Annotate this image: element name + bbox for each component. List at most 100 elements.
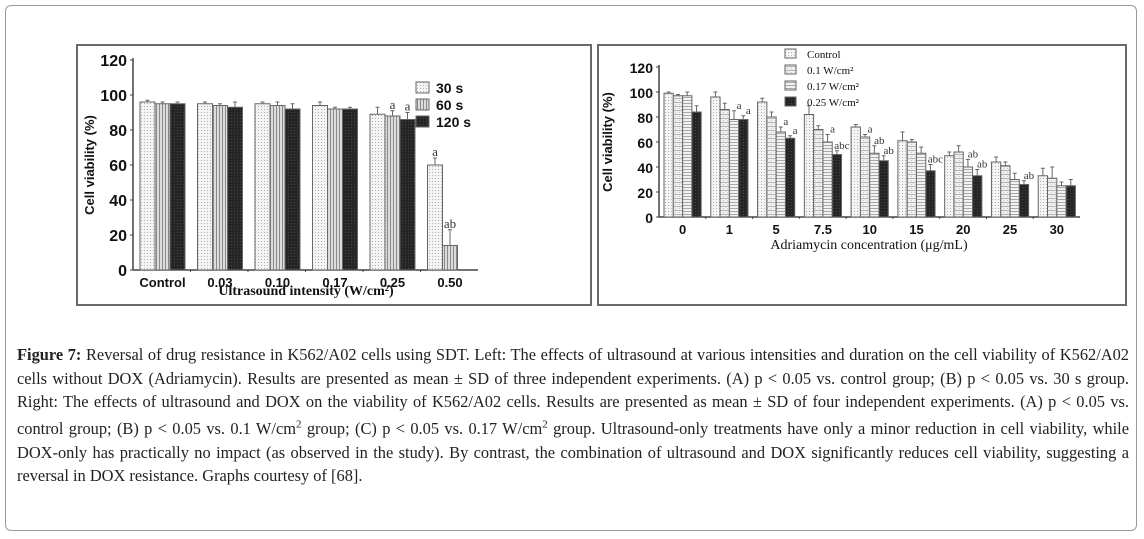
- bar: [813, 129, 824, 218]
- y-tick-label: 0: [645, 210, 653, 226]
- bar: [915, 152, 927, 218]
- bar: [822, 141, 833, 218]
- x-tick-label: 0.50: [437, 275, 462, 290]
- significance-label: abc: [928, 154, 943, 166]
- bar: [691, 111, 702, 218]
- x-tick-label: 0: [679, 222, 686, 237]
- significance-label: a: [405, 99, 411, 114]
- significance-label: ab: [1024, 170, 1035, 182]
- bar: [962, 166, 974, 218]
- bar: [197, 103, 213, 271]
- legend-swatch: [415, 81, 430, 94]
- y-tick-label: 60: [109, 158, 127, 175]
- bar: [327, 108, 343, 271]
- x-tick-label: 10: [862, 222, 876, 237]
- bar: [925, 170, 936, 218]
- y-axis-label: Cell viability (%): [82, 115, 97, 215]
- y-tick-label: 80: [109, 123, 127, 140]
- right-chart-panel: 0 20 40 60 80 100 120 Cell viability (%) Adriamy…: [597, 44, 1127, 306]
- significance-label: ab: [968, 149, 979, 161]
- bar: [990, 161, 1002, 218]
- significance-label: a: [737, 100, 742, 112]
- bar: [169, 103, 186, 271]
- significance-label: a: [783, 116, 788, 128]
- bar: [831, 154, 843, 218]
- bar: [269, 105, 286, 271]
- y-tick-label: 40: [109, 193, 127, 210]
- caption-label: Figure 7:: [17, 345, 82, 364]
- x-tick-label: 0.17: [322, 275, 347, 290]
- x-tick-label: 7.5: [814, 222, 832, 237]
- legend-swatch: [784, 64, 797, 75]
- x-axis-label: Ultrasound intensity (W/cm²): [218, 284, 394, 299]
- significance-label: ab: [883, 145, 894, 157]
- bar: [1018, 184, 1030, 218]
- legend-label: 0.17 W/cm²: [807, 81, 860, 93]
- significance-label: a: [830, 124, 835, 136]
- bar: [766, 116, 777, 218]
- x-tick-label: 1: [726, 222, 733, 237]
- bar: [757, 101, 768, 218]
- bar: [663, 92, 674, 218]
- y-tick-label: 20: [109, 228, 127, 245]
- bar: [944, 155, 955, 218]
- y-tick-label: 120: [630, 60, 654, 76]
- bar: [775, 131, 786, 218]
- x-tick-label: 5: [773, 222, 780, 237]
- bar: [369, 113, 386, 271]
- figure-caption: Figure 7: Reversal of drug resistance in…: [17, 343, 1129, 488]
- legend-swatch: [784, 96, 797, 107]
- bar: [859, 136, 871, 218]
- bar: [972, 175, 983, 218]
- caption-text: Reversal of drug resistance in K562/A02 …: [17, 345, 1129, 486]
- bar: [1047, 177, 1058, 218]
- left-chart-panel: 0 20 40 60 80 100 120 Cell viability (%) Ultraso…: [76, 44, 592, 306]
- x-tick-label: 0.25: [380, 275, 405, 290]
- bar: [399, 119, 416, 271]
- bar: [953, 151, 964, 218]
- bar: [869, 152, 880, 218]
- bar: [442, 245, 458, 271]
- y-tick-label: 80: [637, 110, 653, 126]
- significance-label: a: [793, 125, 798, 137]
- bar: [342, 108, 358, 271]
- bar: [154, 103, 171, 271]
- legend-swatch: [784, 48, 797, 59]
- bar: [427, 164, 443, 271]
- bar: [1037, 175, 1049, 218]
- bar: [384, 115, 401, 271]
- bar: [906, 141, 917, 218]
- significance-label: a: [746, 105, 751, 117]
- bar: [897, 140, 908, 218]
- significance-label: ab: [977, 159, 988, 171]
- significance-label: ab: [444, 216, 456, 231]
- significance-label: ab: [874, 135, 885, 147]
- y-tick-label: 40: [637, 160, 653, 176]
- bar: [738, 119, 749, 218]
- significance-label: a: [390, 97, 396, 112]
- legend-label: 0.1 W/cm²: [807, 65, 854, 77]
- y-tick-label: 60: [637, 135, 653, 151]
- legend-swatch: [784, 80, 797, 91]
- x-tick-label: 30: [1050, 222, 1064, 237]
- bar: [139, 101, 156, 271]
- significance-label: a: [432, 144, 438, 159]
- legend-swatch: [415, 115, 430, 128]
- legend-label: Control: [807, 49, 841, 61]
- bar: [227, 106, 243, 271]
- bar: [728, 119, 740, 218]
- y-tick-label: 20: [637, 185, 653, 201]
- y-tick-label: 100: [630, 85, 654, 101]
- bar: [784, 137, 796, 218]
- bar: [212, 105, 228, 271]
- superscript: 2: [295, 418, 302, 431]
- y-tick-label: 100: [100, 88, 127, 105]
- y-axis-label: Cell viability (%): [600, 92, 615, 192]
- y-tick-label: 0: [118, 263, 127, 280]
- x-tick-label: 25: [1003, 222, 1017, 237]
- figure-frame: [5, 5, 1137, 531]
- x-tick-label: 15: [909, 222, 923, 237]
- significance-label: abc: [834, 140, 849, 152]
- bar: [682, 95, 693, 218]
- legend-label: 60 s: [436, 97, 463, 113]
